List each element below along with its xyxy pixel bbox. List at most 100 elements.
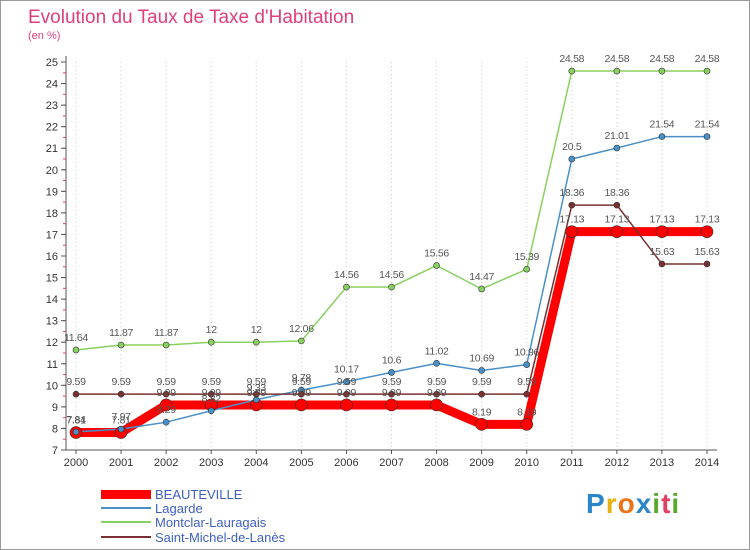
point-2-2008	[433, 262, 440, 269]
point-0-2002	[159, 398, 173, 412]
legend-swatch	[101, 507, 151, 509]
x-tick-label-2008: 2008	[424, 457, 448, 469]
logo-letter: r	[605, 488, 618, 519]
y-tick-label-12: 12	[46, 337, 58, 349]
x-tick-label-2003: 2003	[199, 457, 223, 469]
data-label-2-2006: 14.56	[334, 269, 359, 281]
point-0-2007	[385, 398, 398, 412]
data-label-1-2005: 9.78	[292, 372, 312, 384]
y-tick-label-25: 25	[46, 57, 58, 69]
x-tick-label-2000: 2000	[64, 457, 88, 469]
logo-letter: i	[652, 488, 662, 519]
logo-letter: o	[617, 488, 636, 519]
legend-label: BEAUTEVILLE	[155, 486, 243, 502]
point-2-2006	[343, 283, 350, 291]
logo-letter: i	[671, 488, 681, 519]
y-tick-label-17: 17	[46, 229, 58, 241]
data-label-3-2003: 9.59	[202, 376, 222, 388]
data-label-2-2009: 14.47	[469, 271, 494, 283]
legend-item-2: Montclar-Lauragais	[101, 515, 266, 530]
x-tick-label-2011: 2011	[560, 457, 584, 469]
data-label-2-2013: 24.58	[650, 53, 675, 65]
data-label-1-2007: 10.6	[382, 354, 402, 366]
y-tick-label-24: 24	[46, 79, 58, 91]
point-0-2013	[655, 225, 669, 238]
legend-label: Saint-Michel-de-Lanès	[155, 529, 286, 545]
y-tick-label-14: 14	[46, 294, 58, 306]
data-label-0-2003: 9.09	[202, 387, 222, 399]
data-label-3-2002: 9.59	[157, 376, 177, 388]
data-label-1-2004: 9.33	[247, 382, 267, 394]
x-tick-label-2001: 2001	[109, 457, 133, 469]
point-0-2009	[475, 418, 488, 431]
legend-label: Lagarde	[155, 500, 203, 516]
data-label-1-2014: 21.54	[695, 119, 720, 131]
data-label-3-2001: 9.59	[111, 376, 131, 388]
point-2-2003	[207, 338, 215, 346]
point-1-2000	[72, 428, 80, 436]
point-2-2010	[523, 265, 531, 273]
data-label-2-2007: 14.56	[379, 269, 404, 281]
data-label-3-2008: 9.59	[427, 376, 447, 388]
point-2-2013	[658, 67, 666, 75]
point-2-2004	[252, 338, 260, 346]
point-1-2009	[478, 367, 485, 374]
data-label-0-2000: 7.81	[66, 415, 86, 427]
y-tick-label-13: 13	[46, 316, 58, 328]
point-2-2011	[568, 67, 576, 75]
data-label-1-2011: 20.5	[562, 141, 582, 153]
data-label-0-2004: 9.09	[247, 387, 267, 399]
y-tick-label-8: 8	[52, 423, 58, 435]
data-label-3-2010: 9.59	[517, 376, 537, 388]
data-label-3-2000: 9.59	[66, 376, 86, 388]
point-2-2000	[72, 346, 80, 354]
point-2-2009	[478, 285, 485, 293]
y-tick-label-10: 10	[46, 380, 58, 392]
data-label-2-2001: 11.87	[109, 327, 133, 339]
point-1-2007	[388, 369, 395, 376]
x-tick-label-2006: 2006	[334, 457, 358, 469]
x-tick-label-2004: 2004	[244, 457, 268, 469]
legend-item-3: Saint-Michel-de-Lanès	[101, 529, 286, 545]
data-label-3-2004: 9.59	[247, 376, 267, 388]
point-2-2002	[162, 341, 170, 349]
data-label-1-2002: 8.29	[157, 404, 177, 416]
data-label-3-2012: 18.36	[604, 187, 629, 199]
data-label-2-2008: 15.56	[424, 247, 449, 259]
y-tick-label-21: 21	[46, 143, 58, 155]
logo-letter: t	[661, 488, 672, 519]
legend-swatch	[101, 536, 151, 538]
data-label-2-2004: 12	[251, 324, 263, 336]
data-label-3-2014: 15.63	[695, 246, 720, 258]
point-2-2012	[613, 67, 621, 75]
point-3-2010	[523, 390, 531, 398]
point-1-2012	[613, 144, 621, 152]
point-1-2014	[703, 133, 711, 140]
x-tick-label-2005: 2005	[289, 457, 313, 469]
point-2-2005	[298, 337, 305, 345]
y-tick-label-18: 18	[46, 208, 58, 220]
y-tick-label-11: 11	[47, 359, 58, 371]
point-3-2004	[252, 390, 260, 398]
y-tick-label-20: 20	[46, 165, 58, 177]
legend-item-1: Lagarde	[101, 500, 203, 516]
point-1-2008	[433, 360, 440, 367]
x-tick-label-2009: 2009	[469, 457, 493, 469]
point-1-2003	[207, 407, 215, 415]
data-label-2-2003: 12	[206, 324, 218, 336]
point-3-2007	[388, 390, 395, 398]
point-0-2005	[295, 398, 308, 412]
point-1-2013	[658, 133, 666, 140]
data-label-0-2008: 9.09	[427, 387, 447, 399]
data-label-0-2007: 9.09	[382, 387, 402, 399]
data-label-0-2010: 8.19	[517, 406, 537, 418]
chart-unit: (en %)	[28, 30, 61, 42]
proxiti-logo: Proxiti	[586, 488, 680, 520]
point-1-2010	[523, 361, 531, 368]
data-label-3-2005: 9.59	[292, 376, 312, 388]
data-label-1-2013: 21.54	[650, 119, 675, 131]
legend-swatch	[101, 521, 151, 523]
y-tick-label-23: 23	[46, 100, 58, 112]
data-label-1-2009: 10.69	[469, 352, 494, 364]
point-3-2011	[568, 201, 576, 209]
